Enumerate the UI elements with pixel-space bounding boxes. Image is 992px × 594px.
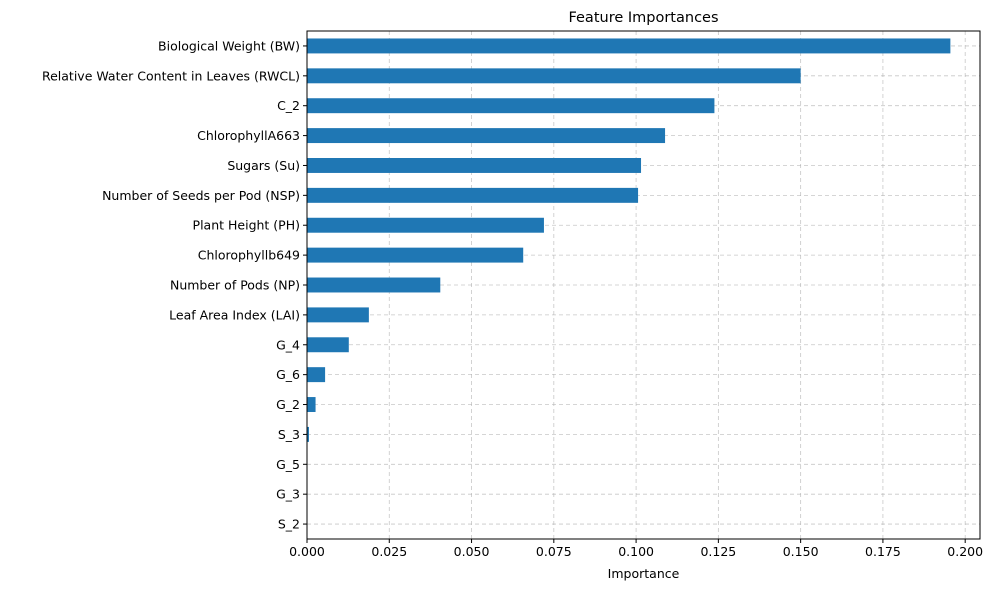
bar xyxy=(307,98,715,114)
x-tick-label: 0.200 xyxy=(947,544,983,559)
x-tick-label: 0.125 xyxy=(700,544,736,559)
y-tick-label: ChlorophyllA663 xyxy=(197,128,300,143)
bar xyxy=(307,128,666,144)
x-tick-label: 0.000 xyxy=(289,544,325,559)
bar-layer xyxy=(307,38,951,442)
y-tick-label: Number of Pods (NP) xyxy=(170,278,300,293)
y-tick-label: Biological Weight (BW) xyxy=(158,38,300,53)
bar xyxy=(307,68,801,84)
bar xyxy=(307,187,639,203)
y-tick-label: Leaf Area Index (LAI) xyxy=(169,307,300,322)
bar xyxy=(307,158,642,173)
y-tick-label: G_6 xyxy=(276,367,300,382)
x-tick-label: 0.175 xyxy=(865,544,901,559)
y-tick-label: Sugars (Su) xyxy=(227,158,300,173)
x-tick-label: 0.150 xyxy=(783,544,819,559)
bar xyxy=(307,397,316,412)
y-tick-label: S_2 xyxy=(278,517,300,532)
bar xyxy=(307,277,441,293)
bar xyxy=(307,38,951,54)
y-tick-label: C_2 xyxy=(277,98,300,113)
bar xyxy=(307,367,326,383)
y-tick-label: G_4 xyxy=(276,337,300,352)
x-tick-label: 0.025 xyxy=(371,544,407,559)
bar xyxy=(307,217,544,233)
bar xyxy=(307,307,369,323)
y-tick-label: S_3 xyxy=(278,427,300,442)
x-tick-label: 0.050 xyxy=(454,544,490,559)
chart-title: Feature Importances xyxy=(568,10,718,26)
y-tick-label: Relative Water Content in Leaves (RWCL) xyxy=(42,68,300,83)
x-axis-label: Importance xyxy=(608,566,680,581)
y-tick-label: Chlorophyllb649 xyxy=(198,248,300,263)
y-tick-label: G_3 xyxy=(276,487,300,502)
y-tick-label: G_2 xyxy=(276,397,300,412)
bar xyxy=(307,426,309,442)
x-tick-label: 0.100 xyxy=(618,544,654,559)
bar xyxy=(307,337,349,353)
y-tick-label: Plant Height (PH) xyxy=(193,218,300,233)
y-tick-label: Number of Seeds per Pod (NSP) xyxy=(102,188,300,203)
y-tick-label: G_5 xyxy=(276,457,300,472)
tick-layer: 0.000 0.025 0.050 0.075 0.100 0.125 0.150 0.175… xyxy=(42,38,983,559)
bar xyxy=(307,247,524,263)
x-tick-label: 0.075 xyxy=(536,544,572,559)
